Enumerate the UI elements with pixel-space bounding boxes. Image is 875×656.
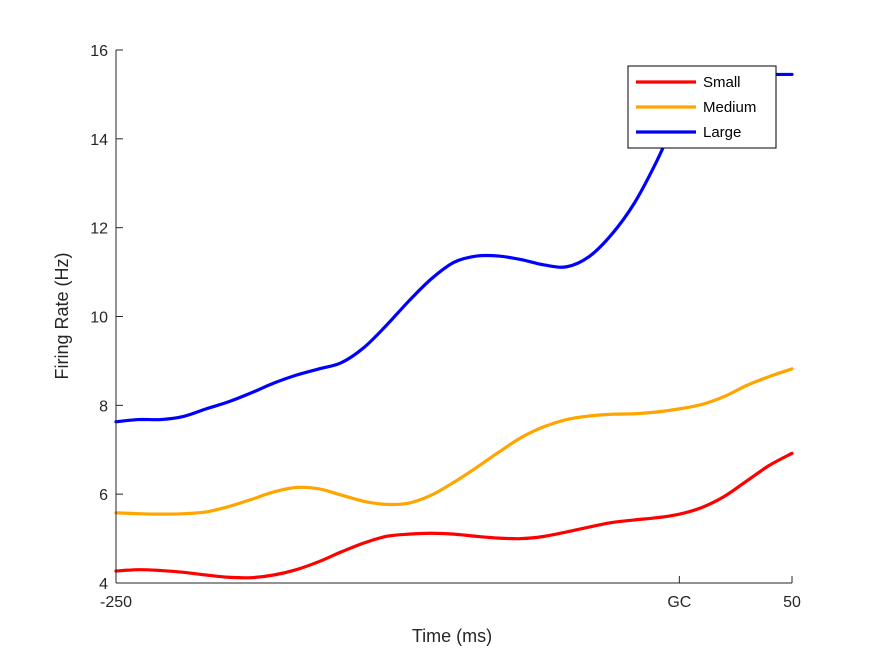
legend-label-large: Large xyxy=(703,124,741,141)
x-tick-label: -250 xyxy=(100,594,132,611)
y-axis-label: Firing Rate (Hz) xyxy=(52,252,72,379)
y-tick-label: 8 xyxy=(99,398,108,415)
legend: Small Medium Large xyxy=(627,65,777,149)
y-tick-label: 14 xyxy=(90,132,108,149)
y-tick-label: 6 xyxy=(99,487,108,504)
legend-label-small: Small xyxy=(703,74,741,91)
ticks: 4 6 8 10 12 14 16 -250 GC 50 xyxy=(90,43,801,611)
y-tick-label: 10 xyxy=(90,310,108,327)
x-tick-label: GC xyxy=(667,594,691,611)
legend-label-medium: Medium xyxy=(703,99,756,116)
y-tick-label: 12 xyxy=(90,221,108,238)
y-tick-label: 16 xyxy=(90,43,108,60)
x-tick-label: 50 xyxy=(783,594,801,611)
series-line-small xyxy=(114,451,794,580)
x-axis-label: Time (ms) xyxy=(412,626,492,646)
series-line-medium xyxy=(114,367,794,516)
y-tick-label: 4 xyxy=(99,576,108,593)
